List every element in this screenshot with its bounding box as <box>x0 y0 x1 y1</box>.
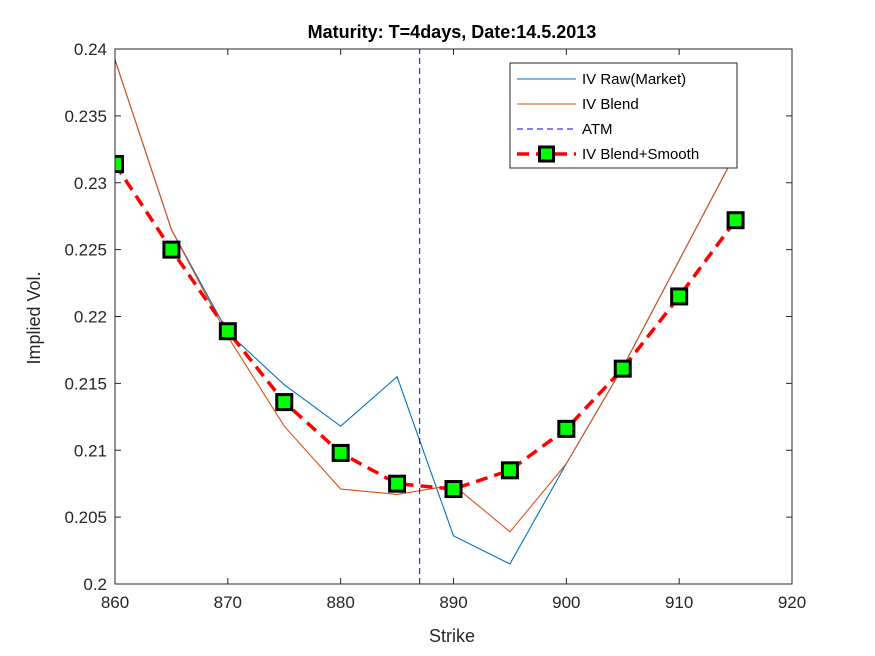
legend-label: IV Raw(Market) <box>582 71 686 88</box>
chart-title: Maturity: T=4days, Date:14.5.2013 <box>308 22 597 42</box>
data-point <box>557 419 576 438</box>
legend-label: IV Blend <box>582 96 639 113</box>
data-point <box>115 155 124 174</box>
legend-label: IV Blend+Smooth <box>582 146 699 163</box>
data-point <box>670 287 689 306</box>
y-tick-label: 0.21 <box>74 441 107 460</box>
y-tick-label: 0.23 <box>74 174 107 193</box>
legend-marker <box>538 145 555 163</box>
legend-entry: IV Blend <box>517 96 639 113</box>
legend: IV Raw(Market) IV Blend ATM IV Blend+Smooth <box>509 62 738 169</box>
x-tick-label: 890 <box>439 593 467 612</box>
y-tick-label: 0.2 <box>83 575 107 594</box>
y-axis: 0.2 0.205 0.21 0.215 0.22 0.225 0.23 0.235 0.24 <box>64 40 792 594</box>
y-tick-label: 0.205 <box>64 508 107 527</box>
y-tick-label: 0.225 <box>64 241 107 260</box>
x-tick-label: 870 <box>214 593 242 612</box>
y-tick-label: 0.24 <box>74 40 107 59</box>
y-tick-label: 0.235 <box>64 107 107 126</box>
y-tick-label: 0.22 <box>74 308 107 327</box>
legend-entry: ATM <box>517 121 613 138</box>
legend-entry: IV Blend+Smooth <box>517 145 699 163</box>
data-point <box>388 474 407 493</box>
x-axis: 860 870 880 890 900 910 920 <box>101 49 806 612</box>
data-point <box>613 359 632 378</box>
legend-entry: IV Raw(Market) <box>517 71 686 88</box>
series-line-iv-blend <box>115 59 737 533</box>
data-point <box>218 322 237 341</box>
data-point <box>500 461 519 480</box>
data-point <box>275 393 294 412</box>
x-axis-label: Strike <box>429 626 475 646</box>
x-tick-label: 900 <box>552 593 580 612</box>
x-tick-label: 910 <box>665 593 693 612</box>
x-tick-label: 860 <box>101 593 129 612</box>
data-point <box>331 443 350 462</box>
y-axis-label: Implied Vol. <box>24 271 44 364</box>
data-point <box>444 480 463 499</box>
x-tick-label: 880 <box>326 593 354 612</box>
legend-label: ATM <box>582 121 613 138</box>
x-tick-label: 920 <box>778 593 806 612</box>
data-point <box>726 211 745 230</box>
series-iv-blend <box>115 59 737 533</box>
y-tick-label: 0.215 <box>64 374 107 393</box>
series-line-iv-blend-smooth <box>115 163 737 491</box>
series-iv-blend-smooth <box>115 155 745 499</box>
data-point <box>162 240 181 259</box>
